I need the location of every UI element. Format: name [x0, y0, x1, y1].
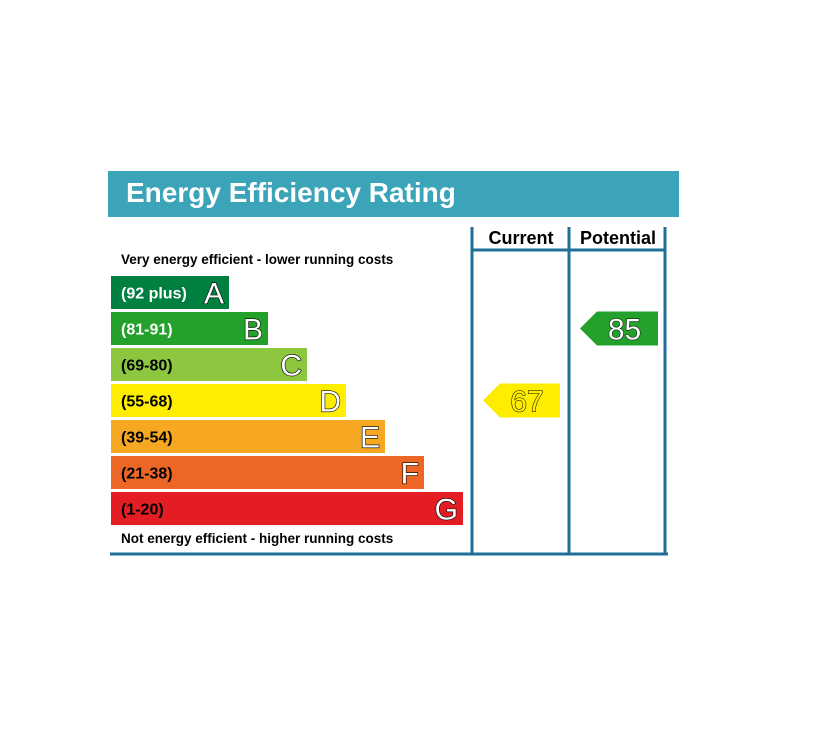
score-value: 67 [510, 386, 543, 419]
band-letter: C [280, 350, 302, 383]
band-letter: A [204, 278, 224, 311]
column-header-potential: Potential [580, 228, 656, 248]
chart-title: Energy Efficiency Rating [126, 177, 456, 208]
current-rating-arrow: 67 [483, 383, 560, 419]
band-b: (81-91) B [111, 312, 268, 347]
potential-rating-arrow: 85 [580, 311, 658, 347]
band-letter: B [243, 314, 263, 347]
bottom-note: Not energy efficient - higher running co… [121, 531, 393, 546]
score-arrow-shape [580, 311, 658, 346]
top-note: Very energy efficient - lower running co… [121, 252, 393, 267]
title-bar [108, 171, 679, 217]
band-d: (55-68) D [111, 384, 346, 419]
band-bar [111, 420, 385, 453]
band-letter: D [319, 386, 341, 419]
band-bar [111, 348, 307, 381]
band-range-label: (92 plus) [121, 286, 187, 303]
band-f: (21-38) F [111, 456, 424, 491]
score-value: 85 [608, 314, 641, 347]
band-c: (69-80) C [111, 348, 307, 383]
band-e: (39-54) E [111, 420, 385, 455]
band-range-label: (55-68) [121, 394, 173, 411]
band-range-label: (21-38) [121, 466, 173, 483]
rating-bands: (92 plus) A(81-91) B(69-80) C(55-68) D(39-54… [111, 276, 463, 527]
band-bar [111, 276, 229, 309]
column-frame [110, 227, 668, 556]
band-range-label: (1-20) [121, 502, 164, 519]
score-arrows: 67 85 [483, 311, 658, 419]
band-a: (92 plus) A [111, 276, 229, 311]
band-range-label: (81-91) [121, 322, 173, 339]
score-arrow-shape [483, 383, 560, 418]
band-bar [111, 384, 346, 417]
band-range-label: (69-80) [121, 358, 173, 375]
band-range-label: (39-54) [121, 430, 173, 447]
band-bar [111, 312, 268, 345]
band-bar [111, 492, 463, 525]
column-header-current: Current [488, 228, 553, 248]
band-g: (1-20) G [111, 492, 463, 527]
band-letter: F [401, 458, 419, 491]
band-letter: E [360, 422, 380, 455]
band-letter: G [435, 494, 458, 527]
band-bar [111, 456, 424, 489]
